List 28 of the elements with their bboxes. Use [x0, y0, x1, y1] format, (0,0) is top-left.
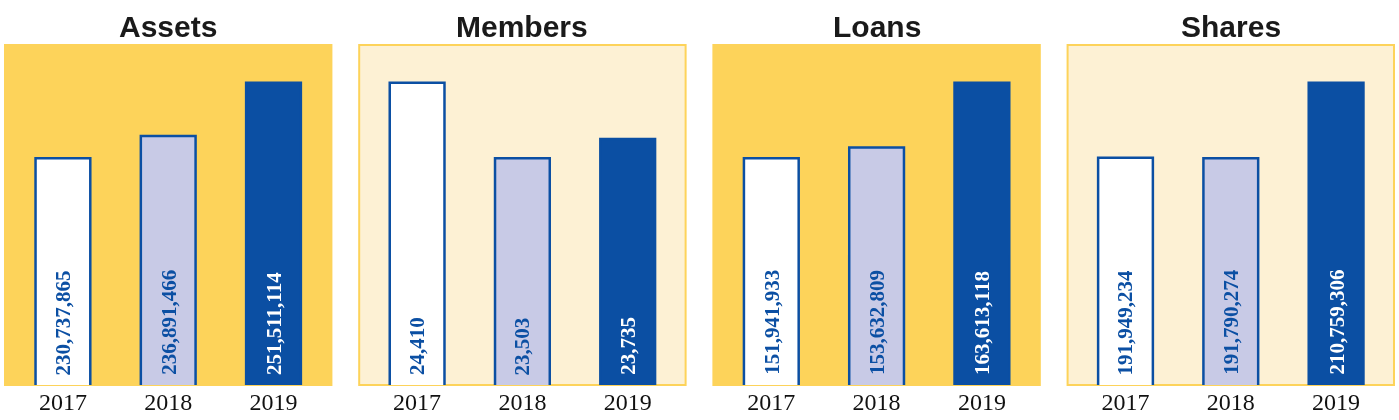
- chart-title: Shares: [1181, 10, 1282, 43]
- data-label: 251,511,114: [262, 271, 286, 375]
- data-label: 23,503: [510, 317, 535, 376]
- x-tick-label: 2017: [1101, 389, 1150, 415]
- chart-title: Assets: [119, 10, 218, 43]
- data-label: 153,632,809: [865, 270, 890, 376]
- x-tick-label: 2019: [249, 389, 298, 415]
- data-label: 163,613,118: [969, 271, 994, 375]
- x-tick-label: 2017: [747, 389, 796, 415]
- chart-title: Members: [456, 10, 588, 43]
- x-tick-label: 2017: [38, 389, 87, 415]
- data-label: 191,949,234: [1113, 269, 1138, 376]
- x-tick-label: 2017: [393, 389, 442, 415]
- data-label: 191,790,274: [1218, 269, 1243, 375]
- data-label: 230,737,865: [51, 270, 76, 376]
- data-label: 23,735: [615, 316, 640, 375]
- x-tick-label: 2019: [957, 389, 1006, 415]
- x-tick-label: 2019: [603, 389, 652, 415]
- x-tick-label: 2018: [498, 389, 547, 415]
- x-tick-label: 2018: [852, 389, 901, 415]
- x-tick-label: 2018: [1206, 389, 1255, 415]
- data-label: 210,759,306: [1324, 269, 1349, 375]
- chart-title: Loans: [833, 10, 922, 43]
- data-label: 24,410: [405, 317, 430, 376]
- x-tick-label: 2019: [1312, 389, 1361, 415]
- data-label: 236,891,466: [156, 269, 181, 375]
- data-label: 151,941,933: [759, 269, 784, 375]
- x-tick-label: 2018: [144, 389, 193, 415]
